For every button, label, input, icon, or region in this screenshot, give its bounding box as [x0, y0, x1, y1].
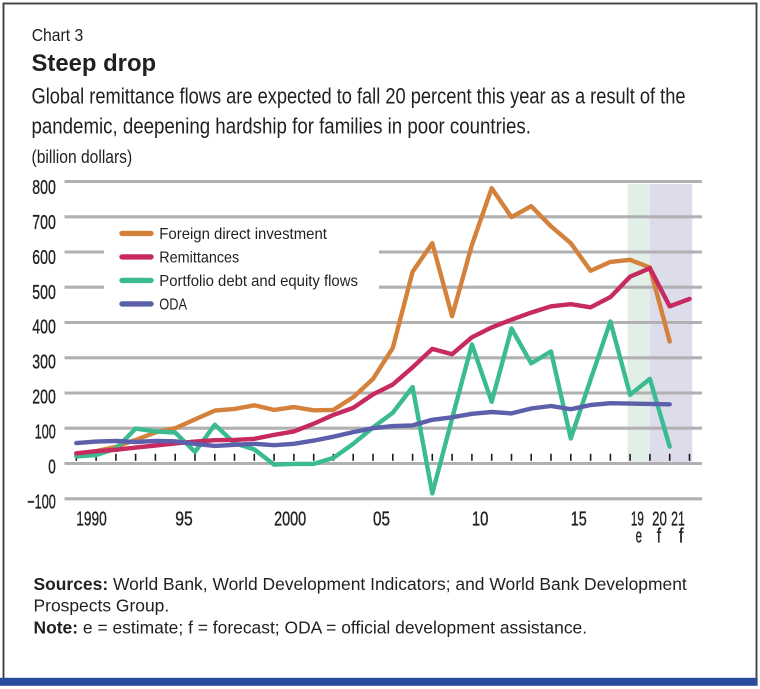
- svg-text:05: 05: [373, 509, 390, 531]
- svg-text:700: 700: [32, 212, 56, 234]
- svg-text:Foreign direct investment: Foreign direct investment: [159, 226, 327, 243]
- svg-text:400: 400: [32, 317, 56, 339]
- svg-text:e: e: [636, 525, 642, 547]
- svg-text:pandemic, deepening hardship f: pandemic, deepening hardship for familie…: [32, 114, 531, 139]
- svg-text:Note: e = estimate; f = foreca: Note: e = estimate; f = forecast; ODA = …: [34, 617, 588, 637]
- svg-text:100: 100: [35, 422, 56, 444]
- svg-text:15: 15: [571, 509, 587, 531]
- svg-text:21: 21: [671, 509, 685, 531]
- svg-text:Steep drop: Steep drop: [32, 51, 157, 77]
- svg-text:10: 10: [472, 509, 489, 531]
- svg-text:Global remittance flows are ex: Global remittance flows are expected to …: [32, 83, 686, 108]
- svg-text:(billion dollars): (billion dollars): [32, 147, 133, 167]
- svg-text:200: 200: [32, 387, 56, 409]
- svg-text:Remittances: Remittances: [159, 250, 239, 267]
- svg-text:f: f: [679, 525, 684, 547]
- svg-text:300: 300: [32, 352, 56, 374]
- svg-text:500: 500: [32, 282, 56, 304]
- svg-text:20: 20: [652, 509, 667, 531]
- svg-text:Portfolio debt and equity flow: Portfolio debt and equity flows: [159, 273, 358, 290]
- svg-text:800: 800: [32, 177, 56, 199]
- svg-text:0: 0: [48, 456, 56, 478]
- svg-text:95: 95: [175, 509, 193, 531]
- svg-text:ODA: ODA: [159, 297, 187, 314]
- svg-text:−100: −100: [27, 491, 56, 513]
- svg-text:19: 19: [631, 509, 644, 531]
- svg-text:2000: 2000: [274, 509, 306, 531]
- svg-text:1990: 1990: [76, 509, 106, 531]
- svg-text:Sources: World Bank, World Dev: Sources: World Bank, World Development I…: [34, 574, 687, 594]
- svg-text:Prospects Group.: Prospects Group.: [34, 596, 170, 616]
- svg-text:f: f: [657, 525, 662, 547]
- svg-text:Chart 3: Chart 3: [32, 25, 84, 45]
- svg-text:600: 600: [32, 247, 56, 269]
